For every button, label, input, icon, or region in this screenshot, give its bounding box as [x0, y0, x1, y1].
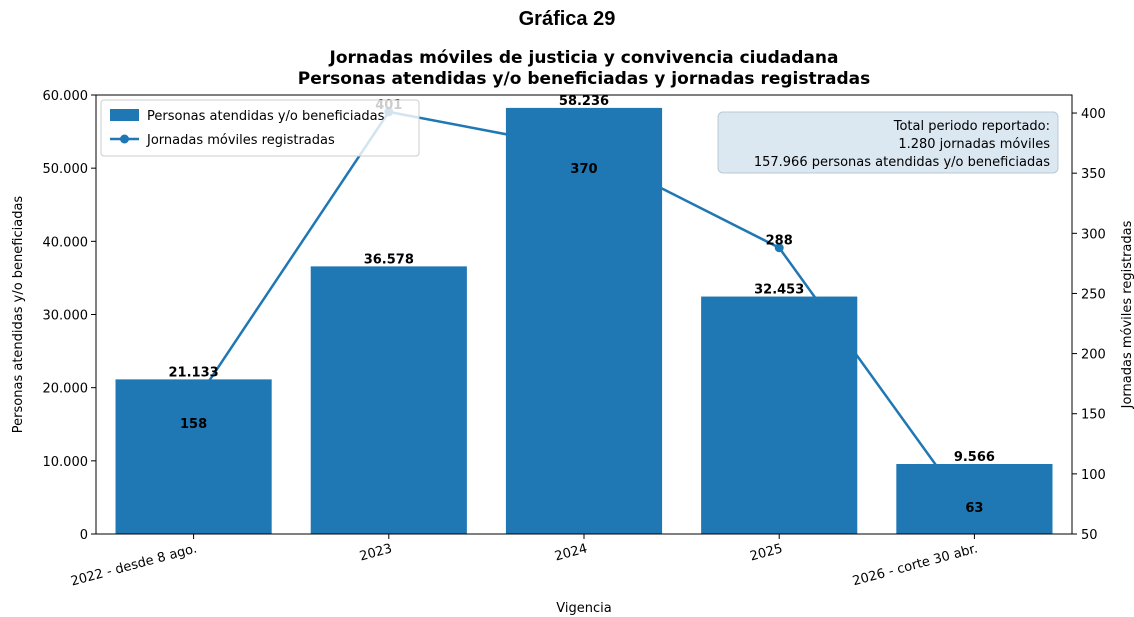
jornadas-point [189, 399, 199, 409]
x-tick-label: 2022 - desde 8 ago. [69, 541, 198, 589]
legend: Personas atendidas y/o beneficiadas Jorna… [100, 99, 420, 157]
legend-bar-label: Personas atendidas y/o beneficiadas [147, 109, 385, 124]
y2-tick-label: 300 [1081, 227, 1106, 242]
y2-tick-label: 50 [1081, 528, 1098, 543]
y2-tick-label: 350 [1081, 167, 1106, 182]
bar [896, 464, 1053, 534]
y2-axis-title: Jornadas móviles registradas [1120, 220, 1134, 409]
x-tick-label: 2024 [553, 541, 589, 564]
y-tick-label: 40.000 [43, 235, 89, 250]
y-tick-label: 0 [80, 528, 88, 543]
bar-value-label: 58.236 [559, 94, 609, 109]
legend-box [100, 99, 420, 157]
data-labels-layer: 21.13336.57858.23632.4539.56615840137028… [169, 94, 995, 516]
line-value-label: 63 [965, 501, 983, 516]
x-tick-label: 2025 [748, 541, 784, 564]
y-tick-label: 30.000 [43, 309, 89, 324]
y2-tick-label: 100 [1081, 468, 1106, 483]
bar-value-label: 21.133 [169, 365, 219, 380]
jornadas-point [969, 513, 979, 523]
annotation-line: 157.966 personas atendidas y/o beneficia… [754, 155, 1050, 170]
y-tick-label: 60.000 [43, 89, 89, 104]
figure-label: Gráfica 29 [518, 8, 616, 30]
y2-tick-label: 200 [1081, 348, 1106, 363]
bar-value-label: 9.566 [954, 450, 995, 465]
bar [505, 107, 663, 534]
bar-value-label: 32.453 [754, 283, 804, 298]
y-tick-label: 10.000 [43, 455, 89, 470]
bar [701, 296, 858, 534]
chart-title-line-1: Jornadas móviles de justicia y convivenc… [329, 48, 839, 68]
jornadas-point [774, 243, 784, 253]
bars-layer [115, 107, 1053, 534]
bar-value-label: 36.578 [364, 252, 414, 267]
y2-tick-label: 150 [1081, 408, 1106, 423]
y2-tick-label: 400 [1081, 107, 1106, 122]
line-value-label: 158 [180, 417, 207, 432]
y2-tick-label: 250 [1081, 287, 1106, 302]
x-axis-title: Vigencia [556, 601, 611, 616]
y-axis-title: Personas atendidas y/o beneficiadas [11, 196, 26, 434]
line-value-label: 370 [570, 162, 597, 177]
total-annotation-box: Total periodo reportado: 1.280 jornadas m… [717, 111, 1059, 174]
y-tick-label: 20.000 [43, 382, 89, 397]
x-tick-label: 2026 - corte 30 abr. [851, 541, 979, 589]
line-value-label: 288 [766, 234, 793, 249]
jornadas-point [579, 144, 589, 154]
legend-line-label: Jornadas móviles registradas [146, 133, 335, 148]
chart-title-line-2: Personas atendidas y/o beneficiadas y jo… [297, 69, 871, 89]
annotation-line: 1.280 jornadas móviles [898, 137, 1050, 152]
bar [310, 266, 467, 534]
annotation-box-bg [717, 111, 1059, 174]
legend-bar-swatch [110, 109, 139, 121]
x-tick-label: 2023 [358, 541, 394, 564]
annotation-line: Total periodo reportado: [893, 119, 1050, 134]
legend-line-marker [120, 134, 129, 144]
y-tick-label: 50.000 [43, 162, 89, 177]
chart-title: Jornadas móviles de justicia y convivenc… [96, 48, 1072, 90]
